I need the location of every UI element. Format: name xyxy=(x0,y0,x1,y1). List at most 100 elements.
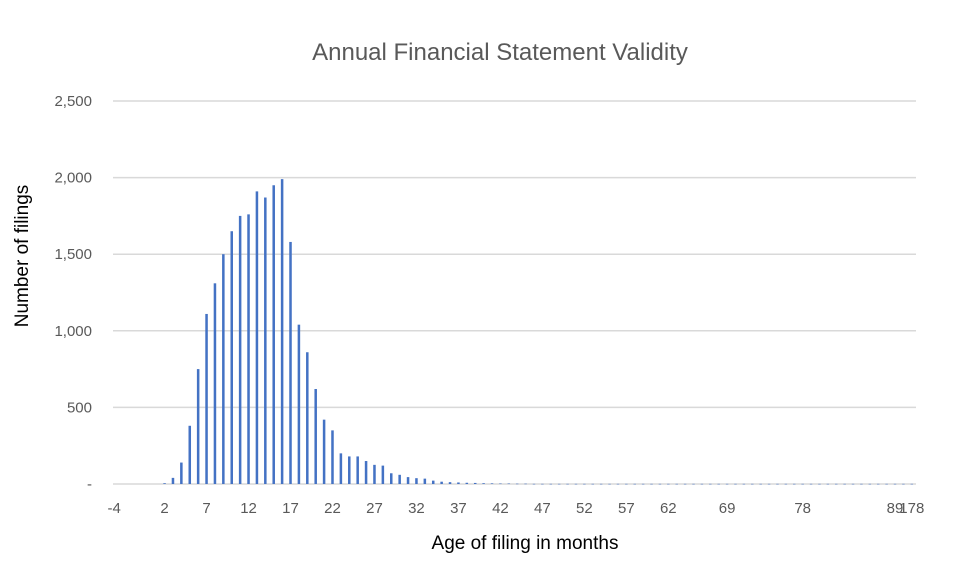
bar xyxy=(205,313,208,484)
bar xyxy=(767,483,771,485)
bar xyxy=(465,482,469,484)
bar xyxy=(641,483,645,485)
x-tick-label: 89 xyxy=(887,500,904,517)
bar xyxy=(885,483,888,485)
bar xyxy=(339,453,343,484)
bar xyxy=(675,483,678,485)
bar xyxy=(213,283,217,484)
bar xyxy=(734,483,737,485)
bar xyxy=(406,477,410,484)
bar xyxy=(616,483,620,485)
bar xyxy=(876,483,880,485)
bar xyxy=(364,461,368,484)
bar xyxy=(541,483,544,485)
bar xyxy=(423,478,427,484)
bar xyxy=(608,483,611,485)
bar xyxy=(280,179,284,484)
bar xyxy=(793,483,796,485)
bar xyxy=(356,456,359,484)
x-axis-label: Age of filing in months xyxy=(432,533,619,554)
bar xyxy=(306,352,309,484)
bar xyxy=(633,483,636,485)
bar xyxy=(709,483,712,485)
bar xyxy=(222,254,225,484)
bar xyxy=(566,483,569,485)
bar xyxy=(255,191,259,484)
x-tick-label: 7 xyxy=(202,500,210,517)
bar xyxy=(667,483,670,485)
y-tick-label: - xyxy=(87,476,92,493)
bar xyxy=(717,483,720,485)
bar xyxy=(818,483,821,485)
bar xyxy=(902,483,905,485)
chart-title: Annual Financial Statement Validity xyxy=(312,39,688,66)
bar xyxy=(860,483,863,485)
bar xyxy=(322,419,326,484)
bar xyxy=(247,214,250,485)
x-tick-label: 27 xyxy=(366,500,383,517)
bar xyxy=(289,241,292,484)
x-tick-label: 178 xyxy=(899,500,924,517)
bar xyxy=(532,483,536,485)
y-axis-ticks: - 500 1,000 1,500 2,000 2,500 xyxy=(54,93,92,493)
x-tick-label: 42 xyxy=(492,500,509,517)
y-tick-label: 2,000 xyxy=(54,170,92,187)
bar xyxy=(297,324,301,484)
bar xyxy=(196,369,200,484)
bar xyxy=(692,483,695,485)
bar xyxy=(331,430,334,484)
x-tick-label: 32 xyxy=(408,500,425,517)
y-tick-label: 500 xyxy=(67,399,92,416)
bar xyxy=(264,197,267,485)
bar xyxy=(583,483,586,485)
y-axis-label: Number of filings xyxy=(12,185,33,328)
bar xyxy=(843,483,846,485)
bar xyxy=(163,483,166,484)
bar xyxy=(499,483,502,485)
bar xyxy=(759,483,762,485)
x-tick-label: 69 xyxy=(719,500,736,517)
bar xyxy=(507,483,511,485)
bar xyxy=(398,474,401,484)
bar xyxy=(725,483,729,485)
bar xyxy=(751,483,754,485)
bar xyxy=(910,483,914,485)
bar xyxy=(809,483,813,485)
bar xyxy=(851,483,855,485)
y-tick-label: 1,000 xyxy=(54,323,92,340)
x-tick-label: -4 xyxy=(108,500,121,517)
bar xyxy=(683,483,687,485)
bar xyxy=(457,482,460,484)
bar xyxy=(893,483,897,485)
bar xyxy=(238,215,242,484)
bar xyxy=(515,483,519,485)
bar xyxy=(742,483,746,485)
x-tick-label: 12 xyxy=(240,500,257,517)
bar xyxy=(373,464,376,484)
bar xyxy=(834,483,838,485)
bar xyxy=(482,483,485,484)
bar xyxy=(591,483,595,485)
bar xyxy=(574,483,578,485)
x-tick-label: 62 xyxy=(660,500,677,517)
bar xyxy=(272,185,275,484)
x-tick-label: 2 xyxy=(160,500,168,517)
x-tick-label: 78 xyxy=(794,500,811,517)
bar xyxy=(230,231,233,484)
bar xyxy=(700,483,704,485)
bar xyxy=(826,483,830,485)
x-tick-label: 47 xyxy=(534,500,551,517)
gridlines xyxy=(113,100,916,485)
y-tick-label: 2,500 xyxy=(54,93,92,110)
bar xyxy=(776,483,779,485)
bar xyxy=(440,481,443,484)
bar xyxy=(415,478,418,484)
x-tick-label: 22 xyxy=(324,500,341,517)
bar xyxy=(784,483,788,485)
bar xyxy=(801,483,804,485)
bar xyxy=(314,389,317,484)
bar xyxy=(557,483,561,485)
